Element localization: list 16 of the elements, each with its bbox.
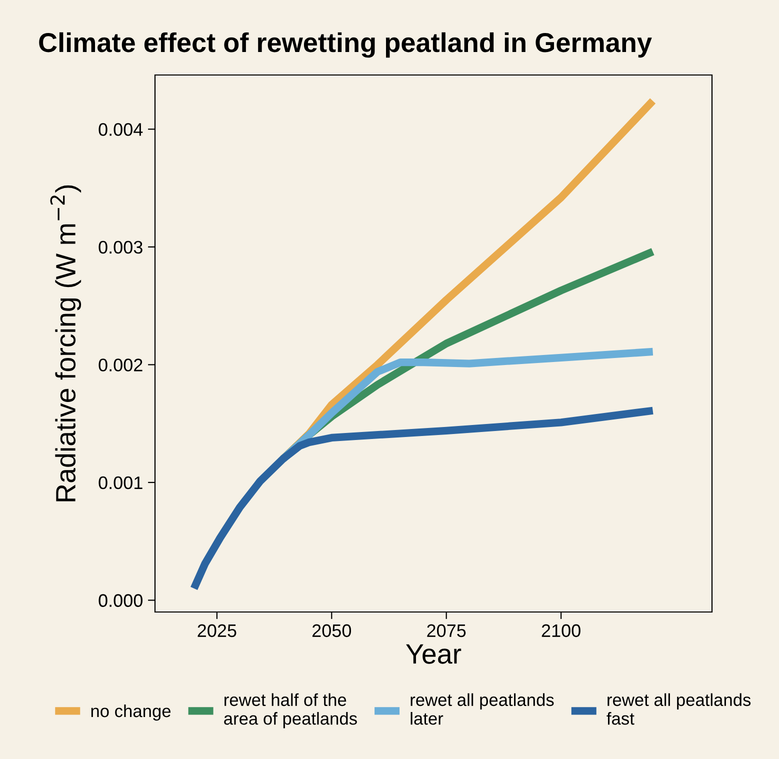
- x-tick-label: 2075: [427, 624, 466, 638]
- legend-label: no change: [91, 704, 171, 721]
- y-tick-label: 0.001: [98, 476, 142, 490]
- legend-label: rewet all peatlands later: [410, 693, 554, 725]
- x-tick-label: 2025: [198, 624, 236, 638]
- y-tick-label: 0.004: [98, 123, 143, 136]
- y-tick-label: 0.000: [98, 594, 142, 607]
- y-tick-label: 0.003: [98, 240, 142, 254]
- chart-title: Climate effect of rewetting peatland in Germany: [39, 32, 652, 58]
- legend-label: rewet all peatlands fast: [606, 693, 751, 725]
- x-axis-title: Year: [406, 644, 462, 664]
- legend-label: rewet half of the area of peatlands: [224, 693, 357, 728]
- x-tick-label: 2100: [542, 624, 580, 638]
- y-axis-title: Radiative forcing (W m$^{−2}$): [50, 185, 82, 502]
- x-tick-label: 2050: [312, 624, 352, 638]
- y-tick-label: 0.002: [98, 358, 142, 372]
